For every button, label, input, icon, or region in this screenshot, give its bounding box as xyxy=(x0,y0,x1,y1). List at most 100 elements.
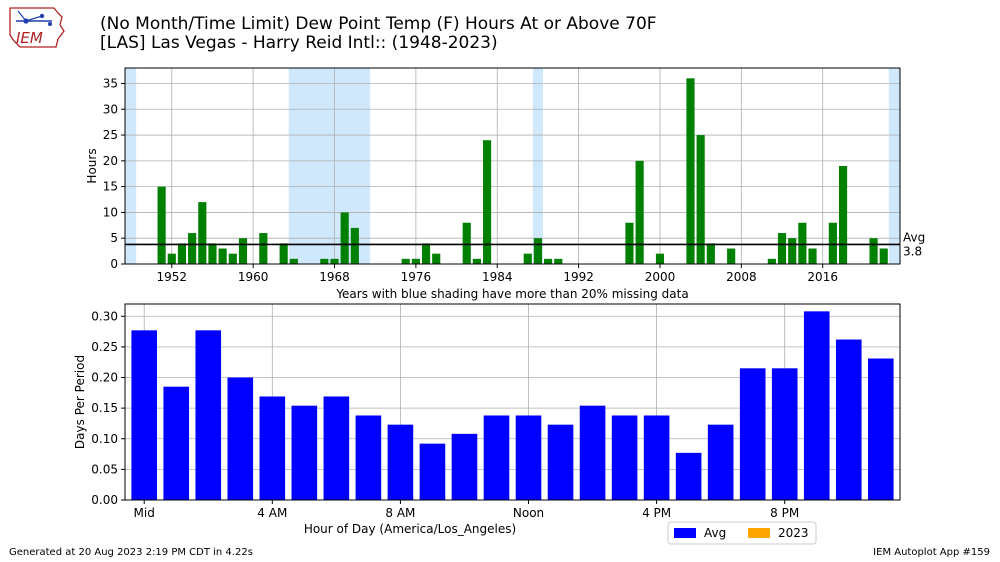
hour-bar xyxy=(483,415,510,500)
year-bar xyxy=(238,238,248,264)
top-x-axis-label: Years with blue shading have more than 2… xyxy=(335,287,688,301)
top-x-tick-label: 1984 xyxy=(482,270,513,284)
average-value-label: 3.8 xyxy=(903,244,922,258)
top-y-tick-label: 15 xyxy=(103,180,118,194)
year-bar xyxy=(279,243,288,264)
year-bar xyxy=(432,253,441,264)
year-bar xyxy=(625,222,634,264)
bottom-x-tick-label: Noon xyxy=(513,506,544,520)
hour-bar xyxy=(291,405,318,500)
year-bar xyxy=(289,258,298,264)
bottom-plot-frame xyxy=(124,303,901,501)
year-bar xyxy=(544,258,553,264)
bottom-x-tick-label: Mid xyxy=(134,506,155,520)
hour-bar xyxy=(227,377,254,500)
svg-text:IEM: IEM xyxy=(16,29,43,47)
year-bar xyxy=(523,253,532,264)
chart-title: (No Month/Time Limit) Dew Point Temp (F)… xyxy=(100,14,657,34)
year-bar xyxy=(411,258,420,264)
hour-bar xyxy=(323,396,350,500)
year-bar xyxy=(218,248,227,264)
year-bar xyxy=(706,243,715,264)
hour-bar xyxy=(611,415,638,500)
missing-data-shading xyxy=(532,68,544,264)
hour-bar xyxy=(803,311,830,500)
top-x-tick-label: 2016 xyxy=(807,270,838,284)
year-bar xyxy=(320,258,329,264)
year-bar xyxy=(167,253,176,264)
top-x-tick-label: 1960 xyxy=(238,270,269,284)
hour-bar xyxy=(195,330,222,500)
hour-bar xyxy=(547,424,574,500)
chart-subtitle: [LAS] Las Vegas - Harry Reid Intl:: (194… xyxy=(100,33,498,53)
year-bar xyxy=(340,212,349,264)
year-bar xyxy=(655,253,665,264)
missing-data-shading xyxy=(888,68,900,264)
bottom-x-tick-label: 8 PM xyxy=(770,506,799,520)
hour-bar xyxy=(387,424,414,500)
top-x-tick-label: 1952 xyxy=(157,270,188,284)
year-bar xyxy=(696,135,705,264)
hour-bar xyxy=(579,405,606,500)
top-y-axis-label: Hours xyxy=(85,148,99,183)
year-bar xyxy=(777,233,787,264)
top-x-tick-label: 1968 xyxy=(319,270,350,284)
year-bar xyxy=(330,258,339,264)
bottom-x-tick-label: 4 AM xyxy=(257,506,287,520)
bottom-y-tick-label: 0.10 xyxy=(91,432,118,446)
hour-bar xyxy=(451,433,478,500)
generated-note: Generated at 20 Aug 2023 2:19 PM CDT in … xyxy=(9,547,253,558)
year-bar xyxy=(208,243,217,264)
hour-bar xyxy=(675,452,702,500)
top-x-tick-label: 1992 xyxy=(563,270,594,284)
hour-bar xyxy=(355,415,382,500)
bottom-y-tick-label: 0.25 xyxy=(91,340,118,354)
missing-data-shading xyxy=(125,68,137,264)
hour-bar xyxy=(867,358,894,500)
year-bar xyxy=(533,238,542,264)
top-y-tick-label: 35 xyxy=(103,76,118,90)
year-bar xyxy=(421,243,431,264)
year-bar xyxy=(462,222,471,264)
hour-bar xyxy=(835,339,862,500)
year-bar xyxy=(483,140,492,264)
year-bar xyxy=(798,222,807,264)
bottom-x-tick-label: 4 PM xyxy=(642,506,671,520)
hour-bar xyxy=(515,415,542,500)
hour-bar xyxy=(419,443,446,500)
app-note: IEM Autoplot App #159 xyxy=(873,547,990,558)
legend-label-avg: Avg xyxy=(704,526,726,540)
hour-bar xyxy=(131,330,158,500)
hour-bar xyxy=(259,396,286,500)
top-plot-frame xyxy=(124,67,901,265)
legend-swatch-avg xyxy=(674,528,696,538)
year-bar xyxy=(767,258,776,264)
year-bar xyxy=(157,186,166,264)
year-bar xyxy=(554,258,563,264)
bottom-x-tick-label: 8 AM xyxy=(385,506,415,520)
hour-bar xyxy=(771,368,798,500)
year-bar xyxy=(259,233,268,264)
bottom-y-axis-label: Days Per Period xyxy=(73,355,87,449)
top-y-tick-label: 25 xyxy=(103,128,118,142)
year-bar xyxy=(869,238,878,264)
year-bar xyxy=(828,222,837,264)
average-label: Avg xyxy=(903,230,925,244)
hour-bar xyxy=(707,424,734,500)
top-y-tick-label: 5 xyxy=(110,231,118,245)
top-y-tick-label: 10 xyxy=(103,205,118,219)
top-y-tick-label: 0 xyxy=(110,257,118,271)
bottom-y-tick-label: 0.20 xyxy=(91,371,118,385)
year-bar xyxy=(401,258,410,264)
year-bar xyxy=(686,78,695,264)
top-y-tick-label: 30 xyxy=(103,102,118,116)
legend-swatch-2023 xyxy=(748,528,770,538)
year-bar xyxy=(838,166,848,264)
top-x-tick-label: 1976 xyxy=(401,270,432,284)
hour-bar xyxy=(163,386,190,500)
hour-bar xyxy=(643,415,670,500)
year-bar xyxy=(198,202,207,264)
hour-bar xyxy=(739,368,766,500)
